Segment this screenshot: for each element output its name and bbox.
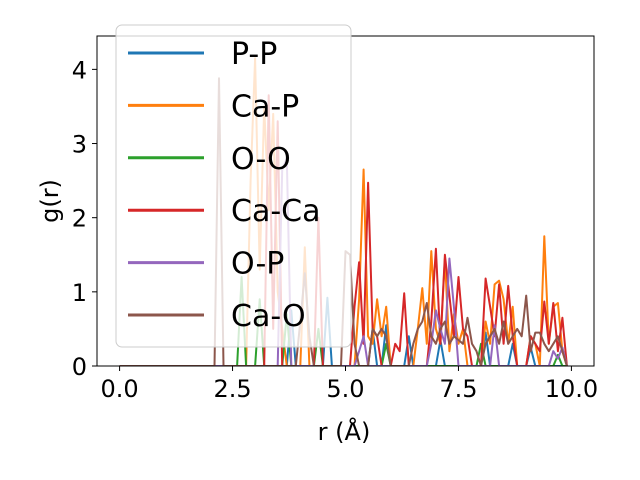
x-tick-label: 10.0 (545, 375, 598, 403)
x-tick-label: 5.0 (326, 375, 364, 403)
series-line-ca-ca (119, 94, 568, 366)
legend-label: Ca-Ca (231, 194, 321, 229)
y-axis: 0 1 2 3 4 (72, 56, 97, 381)
x-tick-label: 2.5 (213, 375, 251, 403)
x-axis-label: r (Å) (318, 417, 371, 446)
legend: P-P Ca-P O-O Ca-Ca O-P Ca-O (115, 24, 352, 348)
y-axis-label: g(r) (36, 179, 64, 223)
series-line-ca-o (119, 77, 568, 366)
y-tick-label: 0 (72, 353, 87, 381)
y-tick-label: 2 (72, 205, 87, 233)
y-tick-label: 1 (72, 279, 87, 307)
y-tick-label: 4 (72, 56, 87, 84)
legend-label: P-P (231, 37, 277, 72)
y-tick-label: 3 (72, 131, 87, 159)
x-tick-label: 7.5 (439, 375, 477, 403)
legend-label: Ca-O (231, 299, 306, 334)
legend-label: O-P (231, 247, 284, 282)
legend-label: O-O (231, 142, 291, 177)
legend-label: Ca-P (231, 89, 299, 124)
x-tick-label: 0.0 (101, 375, 139, 403)
x-axis: 0.0 2.5 5.0 7.5 10.0 (101, 366, 598, 403)
